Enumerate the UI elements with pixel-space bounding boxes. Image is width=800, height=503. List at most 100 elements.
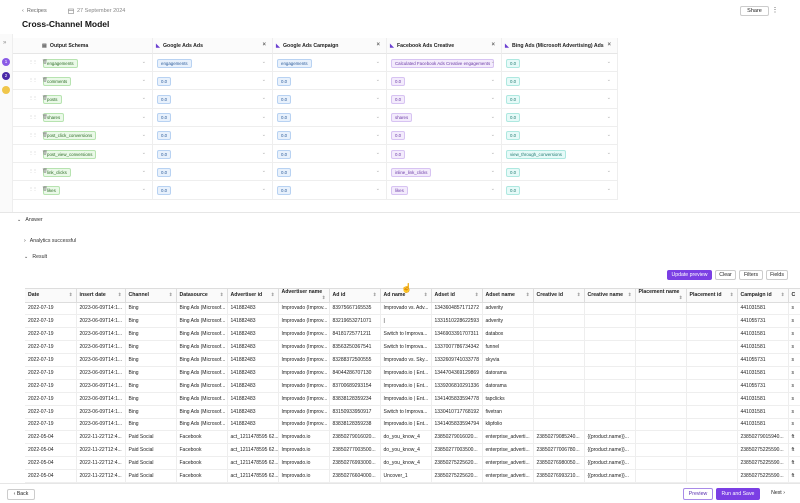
mapping-cell[interactable]: engagements ⌄ (273, 54, 387, 73)
sort-icon[interactable]: ⇕ (423, 292, 428, 298)
delete-icon[interactable]: 🗑 (42, 59, 48, 64)
mapping-cell[interactable]: 0.0 ⌄ (273, 181, 387, 200)
mapping-cell[interactable]: 0.0 ⌄ (502, 54, 618, 73)
sort-icon[interactable]: ⇕ (270, 292, 275, 298)
analytics-toggle[interactable]: › Analytics successful (24, 238, 76, 244)
chevron-down-icon[interactable]: ⌄ (375, 168, 380, 175)
mapping-cell[interactable]: 0.0 ⌄ (273, 126, 387, 145)
drag-handle-icon[interactable]: ⋮⋮ (29, 95, 37, 101)
chevron-down-icon[interactable]: ⌄ (606, 113, 611, 120)
chevron-down-icon[interactable]: ⌄ (375, 131, 380, 138)
close-icon[interactable]: × (491, 42, 495, 48)
drag-handle-icon[interactable]: ⋮⋮ (29, 77, 37, 83)
sort-icon[interactable]: ⇕ (525, 292, 530, 298)
mapping-cell[interactable]: ⋮⋮ 🗑 post_click_conversions ⌄ (13, 126, 153, 145)
delete-icon[interactable]: 🗑 (42, 186, 48, 192)
share-button[interactable]: Share (740, 6, 769, 16)
step-badge-1[interactable]: 1 (2, 58, 10, 66)
chevron-down-icon[interactable]: ⌄ (490, 150, 495, 156)
answer-toggle[interactable]: ⌄ Answer (17, 217, 43, 223)
chevron-down-icon[interactable]: ⌄ (490, 77, 495, 84)
mapping-cell[interactable]: 0.0 ⌄ (502, 108, 618, 127)
step-badge-3[interactable] (2, 86, 10, 94)
mapping-cell[interactable]: likes ⌄ (387, 181, 502, 200)
sort-icon[interactable]: ⇕ (576, 292, 581, 298)
sort-icon[interactable]: ⇕ (780, 292, 785, 298)
drag-handle-icon[interactable]: ⋮⋮ (29, 150, 37, 155)
mapping-cell[interactable]: 0.0 ⌄ (153, 145, 273, 164)
chevron-down-icon[interactable]: ⌄ (490, 131, 495, 138)
sort-icon[interactable]: ⇕ (627, 292, 632, 298)
chevron-down-icon[interactable]: ⌄ (490, 168, 495, 175)
mapping-cell[interactable]: ⋮⋮ 🗑 shares ⌄ (13, 108, 153, 127)
back-button[interactable]: ‹ Back (7, 489, 35, 500)
delete-icon[interactable]: 🗑 (42, 131, 48, 137)
more-options-icon[interactable]: ⋮ (771, 7, 779, 14)
drag-handle-icon[interactable]: ⋮⋮ (29, 131, 37, 137)
mapping-cell[interactable]: 0.0 ⌄ (153, 108, 273, 127)
chevron-down-icon[interactable]: ⌄ (375, 95, 380, 102)
mapping-cell[interactable]: 0.0 ⌄ (273, 163, 387, 182)
mapping-cell[interactable]: 0.0 ⌄ (153, 90, 273, 109)
mapping-cell[interactable]: Calculated Facebook Ads Creative engagem… (387, 54, 502, 73)
chevron-down-icon[interactable]: ⌄ (606, 59, 611, 65)
sort-icon[interactable]: ⇕ (219, 292, 224, 298)
table-header[interactable]: Placement id ⇕ (686, 289, 738, 303)
chevron-down-icon[interactable]: ⌄ (141, 150, 146, 156)
sort-icon[interactable]: ⇕ (68, 292, 73, 298)
clear-button[interactable]: Clear (715, 270, 736, 280)
mapping-cell[interactable]: ⋮⋮ 🗑 link_clicks ⌄ (13, 163, 153, 182)
chevron-down-icon[interactable]: ⌄ (141, 168, 146, 175)
delete-icon[interactable]: 🗑 (42, 150, 48, 155)
sort-icon[interactable]: ⇕ (678, 295, 683, 301)
mapping-cell[interactable]: shares ⌄ (387, 108, 502, 127)
delete-icon[interactable]: 🗑 (42, 168, 48, 174)
drag-handle-icon[interactable]: ⋮⋮ (29, 59, 37, 64)
fields-button[interactable]: Fields (766, 270, 788, 280)
table-header[interactable]: Creative id ⇕ (533, 289, 585, 303)
table-header[interactable]: Advertiser id ⇕ (227, 289, 279, 303)
chevron-down-icon[interactable]: ⌄ (606, 131, 611, 138)
chevron-down-icon[interactable]: ⌄ (375, 77, 380, 84)
table-header[interactable]: Date ⇕ (25, 289, 77, 303)
mapping-cell[interactable]: 0.0 ⌄ (387, 145, 502, 164)
mapping-cell[interactable]: 0.0 ⌄ (153, 126, 273, 145)
chevron-down-icon[interactable]: ⌄ (606, 186, 611, 193)
preview-button[interactable]: Preview (683, 488, 713, 500)
mapping-cell[interactable]: 0.0 ⌄ (387, 72, 502, 91)
delete-icon[interactable]: 🗑 (42, 77, 48, 83)
chevron-down-icon[interactable]: ⌄ (490, 186, 495, 193)
chevron-down-icon[interactable]: ⌄ (375, 150, 380, 156)
filters-button[interactable]: Filters (739, 270, 763, 280)
chevron-down-icon[interactable]: ⌄ (606, 77, 611, 84)
expand-rail-icon[interactable]: » (3, 40, 7, 46)
table-header[interactable]: Placement name ⇕ (635, 289, 687, 303)
table-header[interactable]: Datasource ⇕ (176, 289, 228, 303)
delete-icon[interactable]: 🗑 (42, 113, 48, 119)
delete-icon[interactable]: 🗑 (42, 95, 48, 101)
sort-icon[interactable]: ⇕ (168, 292, 173, 298)
drag-handle-icon[interactable]: ⋮⋮ (29, 113, 37, 119)
mapping-cell[interactable]: 0.0 ⌄ (502, 181, 618, 200)
chevron-down-icon[interactable]: ⌄ (375, 59, 380, 65)
mapping-cell[interactable]: 0.0 ⌄ (273, 108, 387, 127)
drag-handle-icon[interactable]: ⋮⋮ (29, 186, 37, 192)
chevron-down-icon[interactable]: ⌄ (261, 113, 266, 120)
chevron-down-icon[interactable]: ⌄ (261, 59, 266, 65)
table-header[interactable]: C (788, 289, 800, 303)
mapping-cell[interactable]: 0.0 ⌄ (273, 90, 387, 109)
table-header[interactable]: insert date ⇕ (76, 289, 126, 303)
chevron-down-icon[interactable]: ⌄ (490, 59, 495, 65)
mapping-cell[interactable]: 0.0 ⌄ (502, 72, 618, 91)
mapping-cell[interactable]: 0.0 ⌄ (153, 181, 273, 200)
chevron-down-icon[interactable]: ⌄ (606, 168, 611, 175)
table-header[interactable]: Channel ⇕ (125, 289, 177, 303)
chevron-down-icon[interactable]: ⌄ (141, 186, 146, 193)
mapping-cell[interactable]: ⋮⋮ 🗑 engagements ⌄ (13, 54, 153, 73)
chevron-down-icon[interactable]: ⌄ (375, 113, 380, 120)
chevron-down-icon[interactable]: ⌄ (261, 168, 266, 175)
mapping-cell[interactable]: 0.0 ⌄ (387, 126, 502, 145)
chevron-down-icon[interactable]: ⌄ (261, 95, 266, 102)
close-icon[interactable]: × (607, 42, 611, 48)
sort-icon[interactable]: ⇕ (321, 295, 326, 301)
